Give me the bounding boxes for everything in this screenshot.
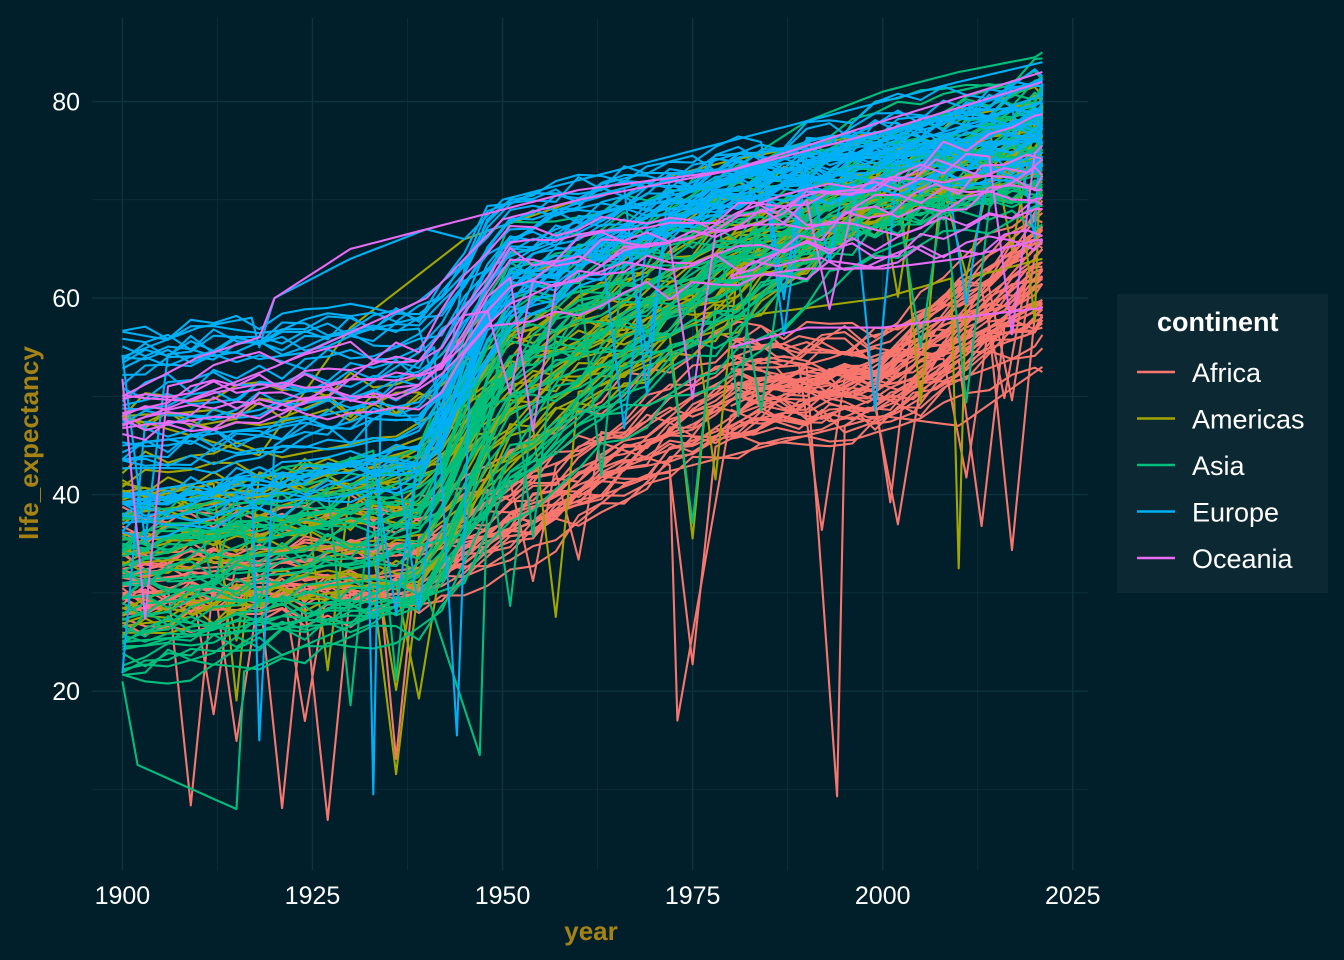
x-tick-label: 2000 xyxy=(855,882,911,910)
y-tick-label: 20 xyxy=(52,678,80,706)
series-line-oceania xyxy=(730,238,1043,280)
series-line-europe xyxy=(121,153,1044,533)
series-line-asia xyxy=(121,186,1044,668)
series-line-oceania xyxy=(122,80,1043,427)
y-tick-label: 40 xyxy=(52,482,80,510)
series-line-oceania xyxy=(730,306,1043,349)
series-line-oceania xyxy=(121,70,1043,398)
series-line-asia xyxy=(122,194,1043,677)
legend: continent Africa Americas Asia Europe Oceani… xyxy=(1117,294,1328,593)
series-line-europe xyxy=(121,100,1043,544)
y-tick-label: 80 xyxy=(52,89,80,117)
series-line-europe xyxy=(122,80,1043,341)
x-axis-ticks: 1900 1925 1950 1975 2000 2025 xyxy=(95,882,1101,910)
series-line-oceania xyxy=(121,235,1044,433)
series-line-asia xyxy=(122,139,1044,648)
series-line-europe xyxy=(122,100,1043,742)
series-line-africa xyxy=(121,366,1043,666)
series-line-asia xyxy=(122,128,1043,599)
series-line-europe xyxy=(122,79,1044,412)
series-line-africa xyxy=(730,227,1044,355)
legend-label-africa: Africa xyxy=(1192,358,1262,388)
legend-title: continent xyxy=(1157,307,1279,337)
series-line-oceania xyxy=(730,229,1043,279)
series-line-asia xyxy=(121,159,1043,811)
legend-label-americas: Americas xyxy=(1192,405,1305,435)
series-line-africa xyxy=(730,229,1044,402)
legend-label-oceania: Oceania xyxy=(1192,544,1294,574)
series-line-africa xyxy=(730,278,1043,437)
legend-label-asia: Asia xyxy=(1192,451,1246,481)
y-axis-title: life_expectancy xyxy=(14,346,44,540)
series-line-asia xyxy=(121,97,1044,552)
x-tick-label: 1900 xyxy=(95,882,151,910)
x-axis-title: year xyxy=(564,916,618,946)
series-line-oceania xyxy=(122,145,1044,400)
x-tick-label: 1950 xyxy=(475,882,531,910)
legend-label-europe: Europe xyxy=(1192,498,1279,528)
x-tick-label: 1975 xyxy=(665,882,721,910)
series-lines xyxy=(121,51,1044,822)
y-axis-ticks: 20 40 60 80 xyxy=(52,89,80,707)
y-tick-label: 60 xyxy=(52,285,80,313)
x-tick-label: 2025 xyxy=(1045,882,1101,910)
series-line-africa xyxy=(122,282,1043,628)
x-tick-label: 1925 xyxy=(285,882,341,910)
series-line-europe xyxy=(122,92,1043,377)
series-line-africa xyxy=(730,240,1044,395)
series-line-europe xyxy=(121,107,1044,425)
series-line-oceania xyxy=(122,196,1043,441)
series-line-asia xyxy=(121,192,1043,638)
series-line-oceania xyxy=(730,153,1043,277)
series-line-europe xyxy=(122,145,1043,615)
series-line-asia xyxy=(122,174,1043,643)
series-line-africa xyxy=(730,308,1044,528)
series-line-europe xyxy=(122,79,1043,364)
series-line-africa xyxy=(122,241,1043,567)
series-line-asia xyxy=(121,169,1043,643)
legend-panel xyxy=(1117,294,1328,593)
